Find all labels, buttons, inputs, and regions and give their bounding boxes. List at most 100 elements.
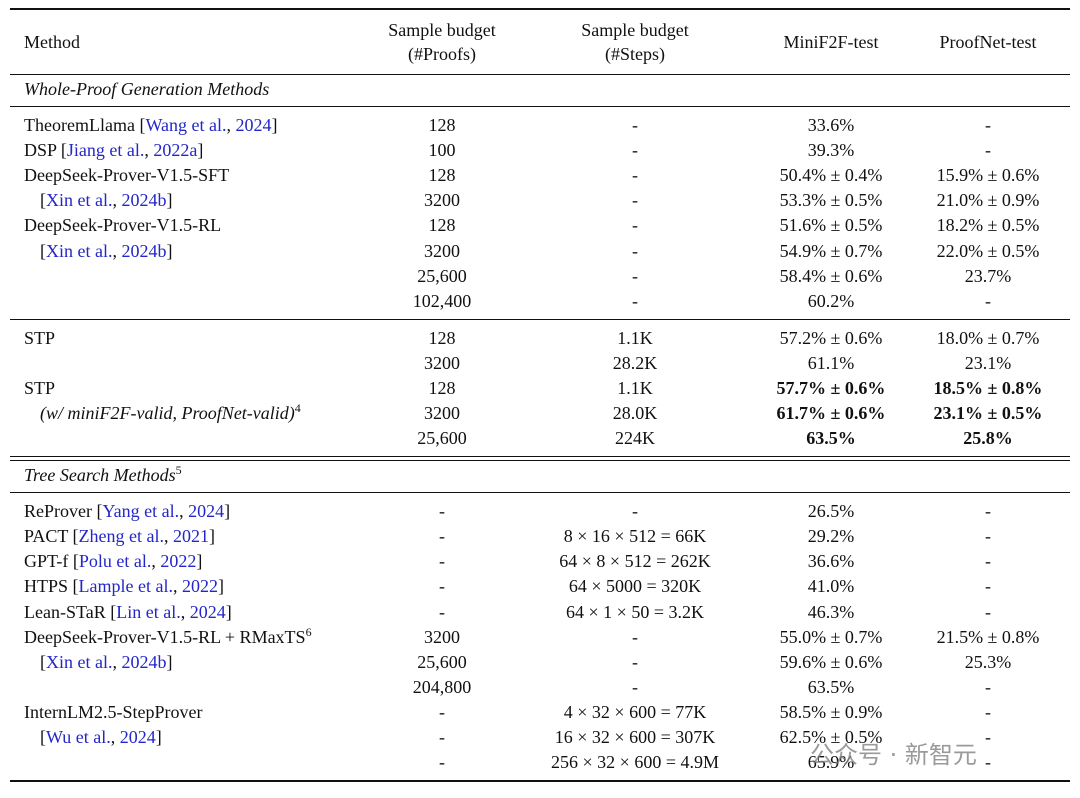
text-segment: 2024 [119, 727, 156, 747]
value-cell: 128 [428, 327, 456, 348]
header-cell: Sample budget [388, 20, 496, 40]
watermark: 公众号 · 新智元 [810, 741, 977, 769]
value-cell: 57.7% ± 0.6% [776, 377, 886, 398]
text-segment: , [179, 501, 189, 522]
value-cell: 25.8% [963, 428, 1013, 449]
header-cell: (#Steps) [605, 44, 665, 64]
text-segment: ] [224, 501, 231, 522]
value-cell: - [632, 676, 638, 697]
rule [10, 106, 1070, 107]
text-segment: , [180, 601, 190, 622]
text-segment: [ [40, 651, 46, 672]
value-cell: 63.5% [806, 428, 856, 449]
text-segment: 6 [305, 624, 312, 639]
value-cell: 33.6% [807, 115, 855, 135]
value-cell: - [985, 601, 991, 622]
value-cell: - [439, 701, 445, 722]
text-segment: 2024b [121, 651, 167, 672]
value-cell: 55.0% ± 0.7% [779, 626, 883, 647]
text-segment: Lin et al. [116, 601, 181, 622]
value-cell: - [439, 551, 445, 572]
value-cell: 28.0K [612, 403, 658, 423]
text-segment: , [112, 240, 122, 261]
value-cell: 25,600 [417, 651, 467, 672]
text-segment: 2024b [121, 240, 167, 261]
rule [10, 74, 1070, 76]
text-segment: , [151, 551, 161, 572]
header-cell: Sample budget [581, 20, 689, 40]
method-cell: DeepSeek-Prover-V1.5-RL + RMaxTS6 [24, 626, 312, 648]
text-segment: 2022 [160, 551, 197, 572]
text-segment: ReProver [ [24, 501, 103, 522]
value-cell: 15.9% ± 0.6% [936, 165, 1040, 186]
text-segment: Lean-STaR [ [24, 601, 117, 622]
value-cell: 3200 [424, 403, 460, 423]
text-segment: ] [271, 115, 278, 135]
value-cell: 23.7% [964, 265, 1012, 286]
value-cell: 51.6% ± 0.5% [779, 215, 883, 236]
method-cell: HTPS [Lample et al., 2022] [24, 575, 224, 597]
value-cell: - [439, 501, 445, 522]
value-cell: - [632, 115, 638, 135]
method-cell: [Xin et al., 2024b] [40, 240, 172, 262]
value-cell: - [985, 701, 991, 722]
section-title: Whole-Proof Generation Methods [24, 78, 269, 100]
value-cell: - [439, 752, 445, 773]
method-cell: PACT [Zheng et al., 2021] [24, 525, 215, 547]
text-segment: , [110, 727, 120, 747]
value-cell: 18.5% ± 0.8% [933, 377, 1043, 398]
value-cell: - [632, 501, 638, 522]
value-cell: 23.1% ± 0.5% [933, 403, 1043, 423]
text-segment: , [172, 576, 182, 597]
rule [10, 8, 1070, 10]
value-cell: - [985, 526, 991, 547]
method-cell: [Xin et al., 2024b] [40, 189, 172, 211]
header-cell: (#Proofs) [408, 44, 476, 64]
value-cell: - [985, 501, 991, 522]
rule [10, 456, 1070, 458]
method-cell: DeepSeek-Prover-V1.5-RL [24, 214, 221, 236]
value-cell: 58.5% ± 0.9% [779, 701, 883, 722]
value-cell: 128 [428, 215, 456, 236]
text-segment: ] [196, 551, 203, 572]
rule [10, 492, 1070, 494]
method-cell: DSP [Jiang et al., 2022a] [24, 139, 203, 161]
text-segment: Wu et al. [46, 727, 111, 747]
text-segment: 2024 [188, 501, 225, 522]
value-cell: - [985, 752, 991, 773]
value-cell: 204,800 [412, 676, 472, 697]
value-cell: 256 × 32 × 600 = 4.9M [551, 752, 719, 773]
text-segment: Whole-Proof Generation Methods [24, 79, 270, 99]
value-cell: - [985, 676, 991, 697]
text-segment: GPT-f [ [24, 551, 79, 572]
value-cell: 3200 [424, 352, 460, 373]
method-cell: STP [24, 327, 55, 349]
text-segment: , [226, 115, 236, 135]
method-cell: TheoremLlama [Wang et al., 2024] [24, 114, 277, 136]
text-segment: PACT [ [24, 526, 79, 547]
value-cell: 64 × 5000 = 320K [568, 576, 702, 597]
text-segment: Polu et al. [78, 551, 152, 572]
text-segment: DeepSeek-Prover-V1.5-SFT [24, 165, 230, 186]
value-cell: 3200 [424, 190, 460, 211]
text-segment: DeepSeek-Prover-V1.5-RL + RMaxTS [24, 626, 306, 647]
text-segment: ] [155, 727, 162, 747]
text-segment: Wang et al. [145, 115, 227, 135]
value-cell: 54.9% ± 0.7% [779, 240, 883, 261]
text-segment: 2024b [121, 190, 167, 211]
value-cell: 58.4% ± 0.6% [779, 265, 883, 286]
value-cell: - [632, 140, 638, 161]
text-segment: DSP [ [24, 140, 67, 161]
text-segment: 2022 [181, 576, 218, 597]
value-cell: 39.3% [807, 140, 855, 161]
value-cell: 4 × 32 × 600 = 77K [563, 701, 707, 722]
text-segment: [ [40, 727, 46, 747]
text-segment: ] [197, 140, 204, 161]
value-cell: - [632, 215, 638, 236]
value-cell: 3200 [424, 240, 460, 261]
text-segment: 2024 [189, 601, 226, 622]
header-cell: ProofNet-test [939, 32, 1037, 52]
value-cell: - [632, 265, 638, 286]
text-segment: ] [166, 651, 173, 672]
